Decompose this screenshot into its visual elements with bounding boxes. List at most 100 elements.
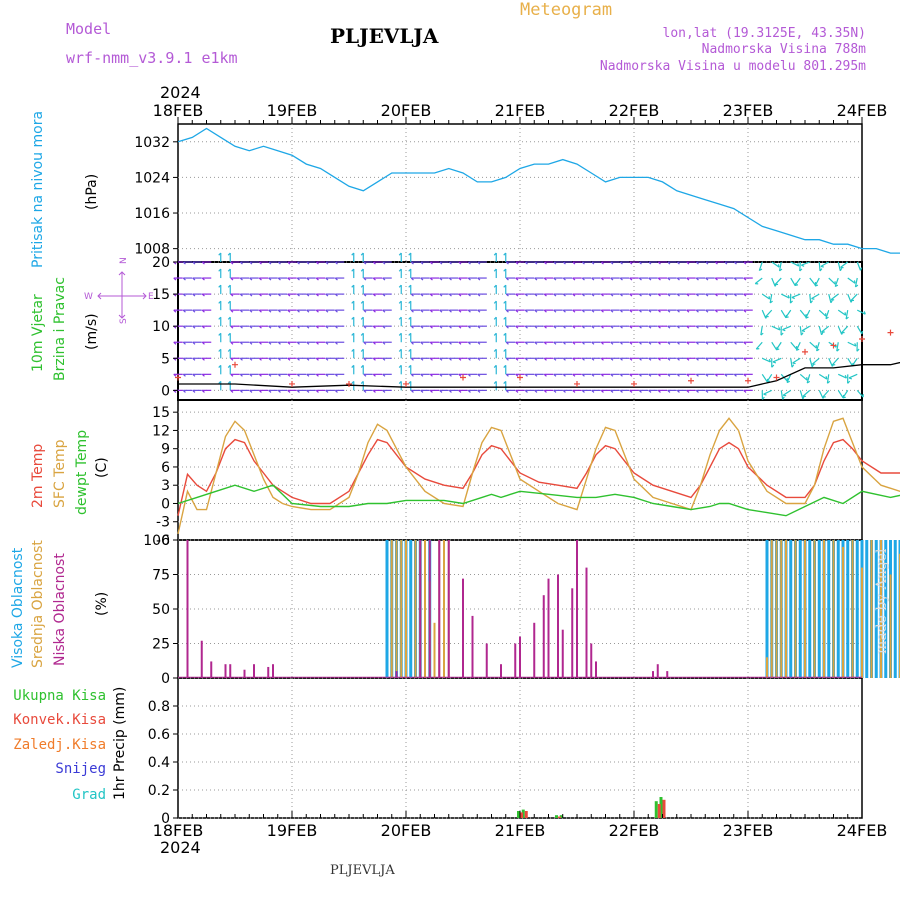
wind-barb-flag — [458, 261, 462, 265]
wind-barb-flag — [277, 357, 281, 361]
wind-barb-flag — [382, 325, 386, 329]
wind-barb-flag — [814, 284, 819, 287]
wind-plot — [173, 252, 900, 400]
wind-barb-flag — [782, 329, 786, 332]
wind-barb-flag — [724, 389, 728, 393]
wind-gust-mark — [773, 374, 780, 381]
precip-tick-label: 0.2 — [148, 783, 170, 799]
wind-barb-flag — [182, 373, 186, 377]
wind-barb-flag — [230, 309, 234, 313]
wind-barb-flag — [382, 309, 386, 313]
wind-barb-flag — [801, 264, 805, 267]
wind-barb-flag — [477, 293, 481, 297]
wind-barb-flag — [505, 325, 509, 329]
wind-barb-flag — [572, 373, 576, 377]
wind-barb-flag — [382, 357, 386, 361]
wind-barb-flag — [543, 277, 547, 281]
wind-barb-flag — [315, 309, 319, 313]
wind-barb — [837, 325, 843, 335]
cloud-labels: Visoka Oblacnost Srednja Oblacnost Niska… — [10, 540, 110, 668]
wind-barb-flag — [714, 389, 718, 393]
wind-barb-flag — [306, 277, 310, 281]
wind-barb-flag — [524, 261, 528, 265]
temp-tick-label: -6 — [156, 533, 170, 549]
wind-barb-flag — [543, 389, 547, 393]
wind-barb-flag — [830, 299, 833, 304]
wind-gust-mark — [859, 336, 865, 343]
wind-barb-flag — [448, 309, 452, 313]
wind-barb-flag — [360, 252, 364, 256]
wind-barb-flag — [515, 357, 519, 361]
wind-barb-flag — [779, 268, 783, 272]
wind-barb-flag — [772, 361, 777, 364]
wind-barb-flag — [439, 341, 443, 345]
cloud-bar — [395, 540, 398, 678]
wind-barb-flag — [572, 261, 576, 265]
wind-barb-flag — [227, 364, 231, 368]
wind-barb-flag — [230, 357, 234, 361]
wind-barb-flag — [277, 389, 281, 393]
cloud-bar — [462, 578, 464, 678]
cloud-bar — [590, 643, 593, 678]
precip-tick-label: 0.4 — [148, 755, 170, 771]
wind-barb-flag — [218, 300, 222, 304]
wind-barb-flag — [201, 325, 205, 329]
wind-barb-flag — [782, 396, 785, 400]
wind-barb-flag — [845, 316, 849, 320]
wind-barb-flag — [493, 364, 497, 368]
wind-barb-flag — [524, 309, 528, 313]
wind-barb — [834, 277, 839, 287]
wind-gust-mark — [346, 380, 352, 387]
wind-barb — [758, 261, 763, 271]
wind-barb-flag — [372, 357, 376, 361]
wind-barb-flag — [629, 325, 633, 329]
temp-label-3: dewpt Temp — [74, 430, 90, 515]
wind-barb-flag — [743, 325, 747, 329]
cloud-bar — [443, 540, 445, 678]
wind-barb-flag — [534, 357, 538, 361]
compass-e: E — [148, 292, 154, 302]
wind-barb-flag — [218, 332, 222, 336]
wind-barb-flag — [398, 300, 402, 304]
wind-barb-flag — [503, 332, 507, 336]
wind-barb-flag — [724, 341, 728, 345]
wind-barb-flag — [844, 312, 847, 316]
cloud-bar — [400, 540, 403, 678]
wind-barb-flag — [249, 261, 253, 265]
wind-barb-flag — [827, 380, 831, 384]
wind-barb-flag — [296, 277, 300, 281]
wind-barb-flag — [505, 277, 509, 281]
cloud-bar — [823, 540, 825, 678]
wind-barb-flag — [277, 341, 281, 345]
precip-legend-total: Ukupna Kisa — [13, 688, 106, 704]
wind-barb-flag — [724, 357, 728, 361]
wind-barb-flag — [408, 268, 412, 272]
wind-barb-flag — [686, 261, 690, 265]
wind-barb-flag — [686, 389, 690, 393]
wind-barb-flag — [619, 373, 623, 377]
wind-barb-flag — [657, 261, 661, 265]
wind-barb-flag — [192, 261, 196, 265]
wind-barb-flag — [296, 325, 300, 329]
wind-barb — [809, 277, 816, 286]
bottom-date-label: 24FEB — [837, 821, 888, 840]
wind-barb-flag — [334, 293, 338, 297]
wind-barb-flag — [408, 348, 412, 352]
wind-barb-flag — [372, 277, 376, 281]
wind-barb-flag — [287, 325, 291, 329]
wind-barb — [760, 326, 763, 336]
wind-barb-flag — [836, 348, 840, 352]
cloud-bar — [438, 540, 441, 678]
wind-barb-flag — [562, 325, 566, 329]
wind-tick-label: 15 — [152, 287, 170, 303]
wind-barb-flag — [420, 277, 424, 281]
model-elevation-label: Nadmorska Visina u modelu 801.295m — [600, 59, 866, 74]
wind-barb-flag — [600, 357, 604, 361]
wind-barb — [795, 341, 801, 351]
wind-barb-flag — [733, 325, 737, 329]
wind-barb-flag — [695, 357, 699, 361]
precip-legend-conv: Konvek.Kisa — [13, 712, 106, 728]
wind-barb-flag — [429, 293, 433, 297]
wind-barb-flag — [192, 277, 196, 281]
wind-barb-flag — [825, 376, 828, 380]
